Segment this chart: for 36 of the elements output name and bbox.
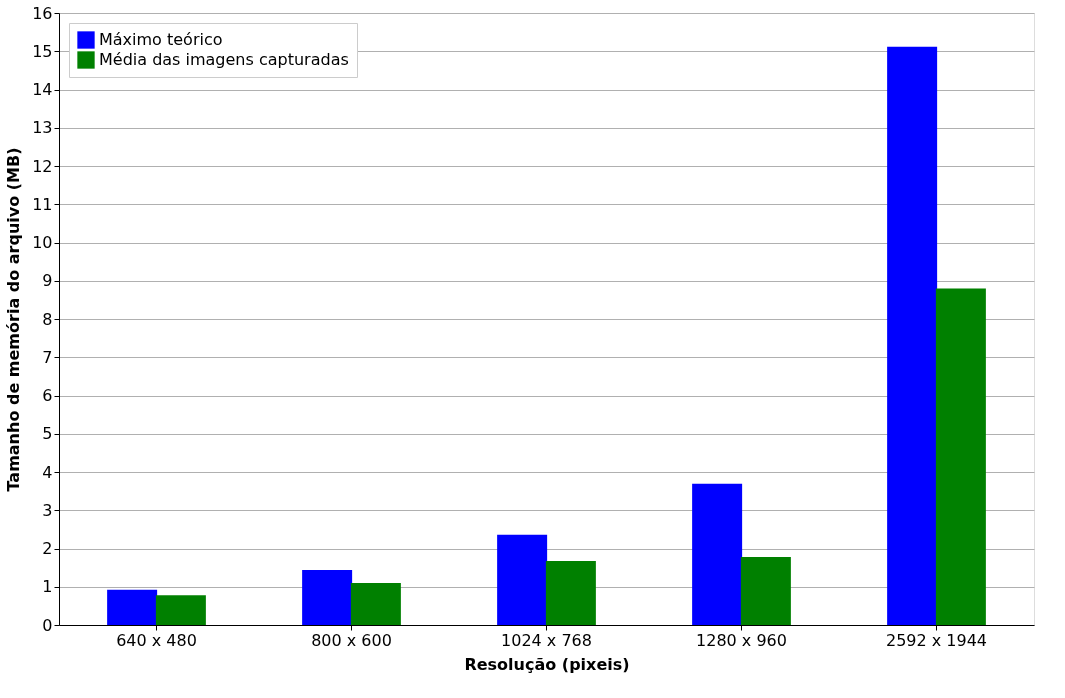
y-tick-label: 11 (32, 194, 53, 214)
bar (740, 556, 791, 625)
y-tick-label: 1 (42, 577, 53, 597)
legend-label: Média das imagens capturadas (99, 50, 349, 69)
y-tick-label: 3 (42, 500, 53, 520)
y-tick-label: 10 (32, 233, 53, 252)
bar (935, 288, 986, 625)
x-tick-label: 1280 x 960 (696, 630, 787, 650)
bar (887, 46, 938, 625)
x-axis-title: Resolução (pixeis) (464, 654, 630, 674)
y-tick-label: 13 (32, 118, 53, 138)
legend-label: Máximo teórico (99, 30, 223, 49)
y-tick-label: 9 (42, 271, 53, 291)
y-axis-title: Tamanho de memória do arquivo (MB) (4, 147, 24, 492)
x-tick-label: 800 x 600 (311, 630, 392, 650)
y-tick-label: 14 (32, 80, 53, 99)
bar (302, 569, 353, 625)
bar (497, 534, 548, 625)
x-tick-label: 2592 x 1944 (885, 630, 988, 650)
y-tick-label: 12 (32, 156, 53, 176)
y-tick-label: 8 (42, 309, 53, 329)
bar (107, 589, 158, 625)
bar (350, 582, 401, 625)
y-tick-label: 0 (42, 615, 53, 635)
y-tick-label: 2 (42, 539, 53, 558)
bar (692, 483, 743, 625)
y-tick-label: 7 (42, 347, 53, 367)
y-tick-label: 6 (42, 386, 53, 405)
bar (155, 595, 206, 625)
y-tick-label: 15 (32, 41, 53, 61)
x-tick-label: 640 x 480 (116, 630, 197, 650)
y-tick-label: 5 (42, 424, 53, 444)
bar (545, 561, 596, 625)
x-tick-label: 1024 x 768 (501, 630, 592, 650)
y-tick-label: 16 (32, 3, 53, 23)
y-tick-label: 4 (42, 462, 53, 482)
